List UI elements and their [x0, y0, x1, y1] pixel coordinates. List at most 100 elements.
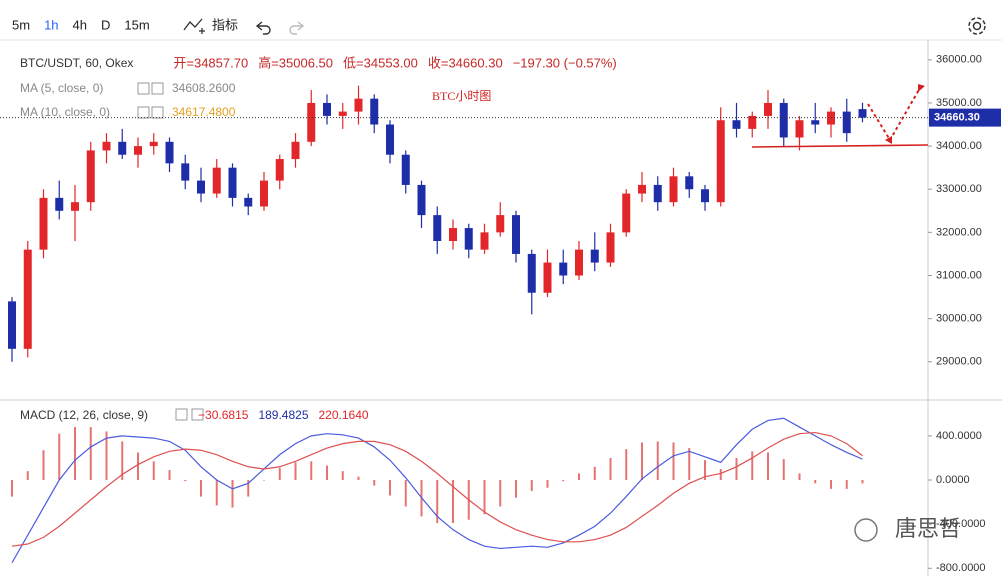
watermark: 唐思哲	[895, 516, 961, 541]
macd-histogram-bar	[782, 459, 785, 481]
interval-button[interactable]: 1h	[44, 17, 58, 32]
y-tick-label: 35000.00	[936, 97, 982, 109]
candle-body	[764, 102, 772, 116]
macd-histogram-bar	[483, 480, 486, 515]
macd-histogram-bar	[74, 427, 76, 481]
macd-histogram-bar	[704, 460, 706, 481]
macd-line	[11, 431, 863, 547]
candle-body	[386, 124, 394, 155]
macd-histogram-bar	[294, 462, 297, 481]
candle-body	[716, 120, 725, 203]
candle-body	[55, 197, 64, 211]
macd-histogram-bar	[515, 480, 517, 498]
y-tick-label: -400.0000	[936, 518, 986, 530]
macd-histogram-bar	[609, 457, 612, 481]
macd-histogram-bar	[89, 427, 92, 481]
support-line	[751, 144, 929, 148]
redo-button[interactable]	[289, 21, 305, 35]
macd-histogram-bar	[751, 451, 754, 481]
candle-body	[228, 167, 237, 198]
candle-body	[701, 189, 709, 203]
interval-button[interactable]: 4h	[73, 17, 87, 32]
candle-body	[401, 154, 410, 185]
macd-histogram-bar	[546, 480, 549, 488]
macd-histogram-bar	[357, 476, 360, 481]
candle-body	[86, 150, 95, 203]
y-tick-label: 34000.00	[936, 140, 982, 152]
macd-histogram-bar	[672, 442, 675, 481]
candle-body	[323, 102, 331, 116]
candle-body	[165, 141, 174, 164]
y-tick-label: 32000.00	[936, 226, 982, 238]
candle-body	[102, 141, 111, 151]
candle-body	[260, 180, 268, 207]
settings-button[interactable]	[968, 17, 986, 35]
indicators-button[interactable]: 指标	[212, 17, 238, 32]
macd-histogram-bar	[263, 480, 265, 481]
macd-histogram-bar	[499, 480, 502, 507]
macd-histogram-bar	[152, 461, 155, 481]
macd-histogram-bar	[814, 480, 817, 484]
y-tick-label: 36000.00	[936, 54, 982, 66]
macd-histogram-bar	[105, 431, 108, 481]
candle-body	[118, 141, 127, 155]
ohlc-label: 低=34553.00	[343, 55, 418, 70]
candle-body	[464, 228, 473, 250]
macd-histogram-bar	[578, 473, 580, 481]
macd-histogram-bar	[389, 480, 391, 496]
macd-histogram-bar	[231, 480, 234, 508]
macd-histogram-bar	[26, 471, 29, 481]
candle-body	[638, 184, 646, 194]
macd-histogram-bar	[200, 480, 202, 497]
candle-body	[212, 167, 221, 194]
macd-histogram-bar	[845, 480, 848, 489]
y-tick-label: -800.0000	[936, 562, 986, 574]
macd-legend-value: −30.6815	[198, 408, 249, 422]
candle-body	[606, 232, 615, 263]
legend-icons[interactable]	[137, 82, 204, 421]
candle-body	[433, 215, 442, 241]
candle-body	[779, 102, 788, 138]
interval-button[interactable]: 15m	[124, 17, 149, 32]
macd-histogram-bar	[137, 452, 139, 481]
macd-histogram-bar	[625, 449, 628, 481]
candle-body	[527, 253, 536, 293]
candle-body	[39, 197, 48, 250]
macd-histogram-bar	[593, 466, 596, 481]
candle-body	[244, 197, 253, 207]
candle-body	[543, 262, 552, 293]
ma-value: 34617.4800	[172, 105, 236, 119]
candle-body	[134, 146, 142, 155]
arrow-head	[885, 136, 892, 144]
undo-button[interactable]	[255, 21, 271, 35]
candle-body	[496, 215, 505, 233]
candle-body	[354, 98, 363, 112]
candle-body	[590, 249, 599, 263]
candle-body	[622, 193, 631, 233]
y-tick-label: 30000.00	[936, 313, 982, 325]
candle-body	[449, 228, 457, 241]
y-tick-label: 29000.00	[936, 356, 982, 368]
macd-legend-value: 220.1640	[319, 408, 369, 422]
candle-body	[653, 184, 662, 203]
y-tick-label: 31000.00	[936, 269, 982, 281]
candle-body	[811, 120, 820, 125]
candle-body	[732, 120, 741, 129]
interval-button[interactable]: D	[101, 17, 110, 32]
ma-label: MA (5, close, 0)	[20, 81, 103, 95]
candle-body	[669, 176, 678, 203]
candle-body	[338, 111, 347, 116]
candle-body	[858, 109, 867, 118]
candle-body	[23, 249, 32, 349]
macd-histogram-bar	[530, 480, 533, 492]
candle-body	[291, 141, 300, 160]
indicator-icon[interactable]	[183, 18, 205, 34]
macd-histogram-bar	[58, 433, 61, 481]
interval-button[interactable]: 5m	[12, 17, 30, 32]
macd-histogram-bar	[436, 480, 439, 524]
ma-label: MA (10, close, 0)	[20, 105, 110, 119]
symbol-title: BTC/USDT, 60, Okex	[20, 56, 133, 70]
macd-histogram-bar	[168, 470, 171, 481]
candle-body	[307, 102, 316, 142]
